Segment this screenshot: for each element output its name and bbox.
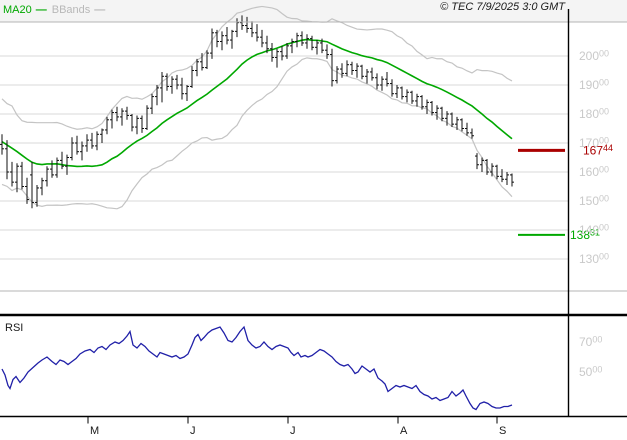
month-label: J <box>190 425 196 437</box>
ma20-line <box>1 38 513 168</box>
price-tick-label: 13000 <box>579 252 609 267</box>
month-label: J <box>290 425 296 437</box>
price-axis-labels: 20000 19000 18000 17000 16000 15000 14000 13000 <box>579 49 609 267</box>
price-tick-label: 15000 <box>579 194 609 209</box>
support-label: 13831 <box>570 227 600 242</box>
pane-frame <box>0 9 627 418</box>
legend-bar <box>0 0 627 22</box>
price-tick-label: 20000 <box>579 49 609 64</box>
legend-dash: — <box>94 4 105 16</box>
price-tick-label: 19000 <box>579 78 609 93</box>
legend-dash: — <box>35 4 47 16</box>
rsi-tick-label: 7000 <box>579 335 602 350</box>
price-tick-label: 18000 <box>579 107 609 122</box>
ma20-polyline <box>1 38 513 168</box>
rsi-label: RSI <box>5 322 23 334</box>
rsi-polyline <box>1 325 513 411</box>
legend-label: BBands <box>51 4 91 16</box>
legend-item-bbands[interactable]: BBands — <box>51 3 106 17</box>
legend-label: MA20 <box>3 4 32 16</box>
legend: MA20— BBands — <box>3 3 106 17</box>
rsi-pane[interactable]: RSI 7000 5000 <box>1 322 602 411</box>
bollinger-upper-line <box>1 5 513 130</box>
month-label: A <box>400 425 408 437</box>
resistance-label: 16744 <box>583 143 613 158</box>
price-gridlines <box>0 55 568 260</box>
legend-item-ma20[interactable]: MA20— <box>3 3 47 17</box>
price-tick-label: 16000 <box>579 165 609 180</box>
price-tick-label: 17000 <box>579 136 609 151</box>
month-label: S <box>499 425 506 437</box>
month-label: M <box>90 425 99 437</box>
candle-series <box>0 15 514 209</box>
reference-lines: 16744 13831 <box>518 143 613 242</box>
price-tick-label: 14000 <box>579 223 609 238</box>
bollinger-lower-line <box>1 57 513 210</box>
copyright-text: © TEC 7/9/2025 3:0 GMT <box>440 1 565 13</box>
rsi-tick-label: 5000 <box>579 365 602 380</box>
